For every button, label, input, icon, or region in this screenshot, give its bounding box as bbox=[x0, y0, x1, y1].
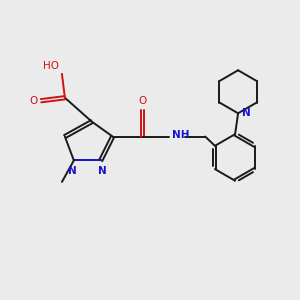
Text: N: N bbox=[68, 166, 77, 176]
Text: N: N bbox=[98, 166, 106, 176]
Text: NH: NH bbox=[172, 130, 189, 140]
Text: HO: HO bbox=[43, 61, 59, 71]
Text: O: O bbox=[29, 96, 38, 106]
Text: O: O bbox=[138, 96, 147, 106]
Text: N: N bbox=[242, 108, 251, 118]
